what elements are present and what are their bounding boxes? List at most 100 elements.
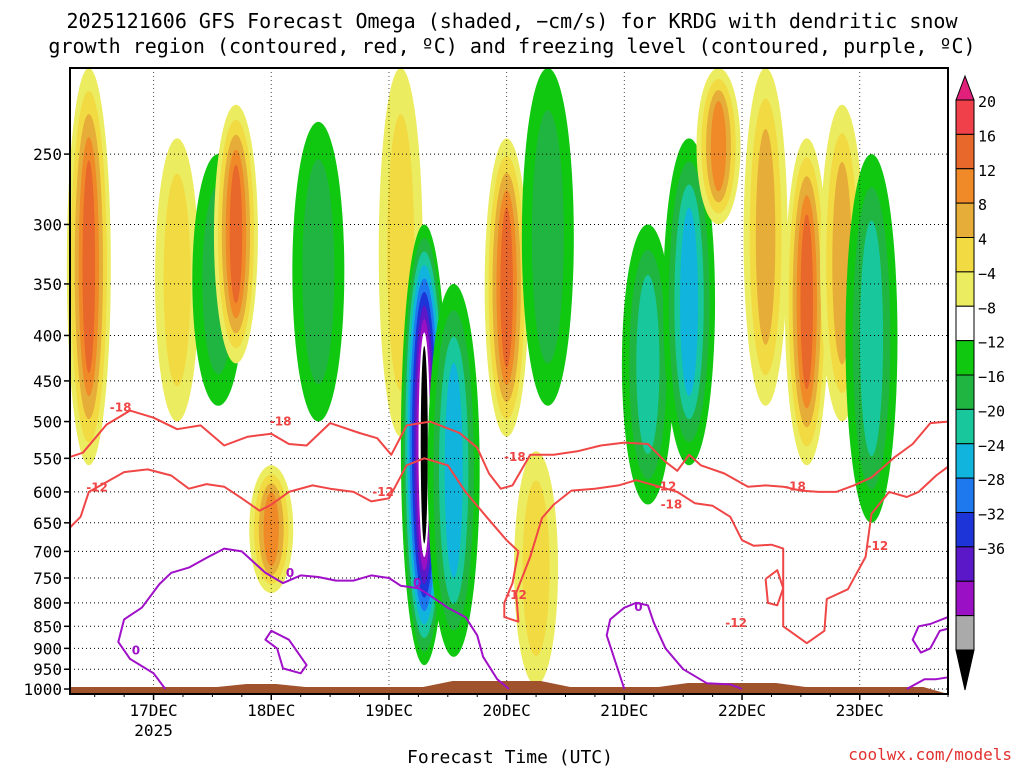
y-tick-label-950: 950 <box>33 660 62 679</box>
contour-zero_small_loop <box>264 629 308 675</box>
colorbar-label-7: −12 <box>978 334 1005 352</box>
contour-labels: -18 -18 -18 -18 -18 -12 -12 -12 -12 -12 -12 0 0 0 0 <box>86 400 889 657</box>
y-tick-label-550: 550 <box>33 449 62 468</box>
contour-label-minus12-1: -12 <box>372 485 394 499</box>
colorbar-swatch-5 <box>955 271 975 307</box>
colorbar-label-3: 8 <box>978 196 987 214</box>
contour-label-minus12-4: -12 <box>725 616 747 630</box>
colorbar-label-5: −4 <box>978 265 996 283</box>
y-tick-label-400: 400 <box>33 326 62 345</box>
contour-zero_far_right <box>911 616 949 654</box>
contour-label-minus12-3: -12 <box>655 480 677 494</box>
colorbar-label-6: −8 <box>978 299 996 317</box>
y-tick-label-750: 750 <box>33 569 62 588</box>
colorbar-swatch-10 <box>955 443 975 479</box>
omega-shade-4-3 <box>263 492 279 567</box>
colorbar-swatch-3 <box>955 202 975 238</box>
omega-shade-12-2 <box>636 275 660 454</box>
x-axis-title: Forecast Time (UTC) <box>407 747 613 768</box>
contour-label-zero_right-0: 0 <box>634 600 642 614</box>
omega-shade-14-3 <box>710 101 727 192</box>
colorbar-label-8: −16 <box>978 368 1005 386</box>
credit-text: coolwx.com/models <box>848 745 1012 764</box>
contour-label-minus18-1: -18 <box>270 415 292 429</box>
colorbar-swatch-1 <box>955 133 975 170</box>
omega-feature-0 <box>66 68 111 466</box>
colorbar: 20 16 12 8 4 −4 −8 −12 −16 −20 −24 −28 −32 −36 <box>955 74 1005 691</box>
x-tick-label-22DEC: 22DEC <box>718 701 766 720</box>
y-tick-label-800: 800 <box>33 594 62 613</box>
colorbar-label-2: 12 <box>978 162 996 180</box>
y-tick-label-450: 450 <box>33 372 62 391</box>
contour-label-minus12-0: -12 <box>86 480 108 494</box>
omega-feature-1 <box>155 138 200 422</box>
contour-label-minus18-3: -18 <box>661 498 683 512</box>
contour-label-zero_main-0: 0 <box>132 643 140 657</box>
contour-lines <box>69 409 949 690</box>
omega-shade-3-4 <box>229 164 243 304</box>
colorbar-swatch-9 <box>955 408 975 445</box>
omega-shade-15-2 <box>755 128 776 345</box>
omega-shading <box>66 67 898 686</box>
x-tick-label-23DEC: 23DEC <box>836 701 884 720</box>
omega-shade-1-1 <box>163 173 191 387</box>
omega-feature-13 <box>663 138 716 466</box>
contour-label-minus12-5: -12 <box>867 539 889 553</box>
colorbar-label-11: −28 <box>978 471 1005 489</box>
omega-feature-16 <box>784 138 829 466</box>
colorbar-label-4: 4 <box>978 231 987 249</box>
y-tick-label-1000: 1000 <box>23 680 62 699</box>
contour-minus12 <box>69 457 949 645</box>
contour-minus18 <box>69 409 949 493</box>
y-tick-label-650: 650 <box>33 514 62 533</box>
omega-feature-15 <box>743 68 788 406</box>
colorbar-swatch-6 <box>955 305 975 342</box>
omega-feature-9 <box>484 138 529 437</box>
x-tick-label-17DEC: 17DEC <box>129 701 177 720</box>
omega-shade-5-1 <box>302 159 335 385</box>
y-tick-label-600: 600 <box>33 483 62 502</box>
contour-label-zero_main-2: 0 <box>413 576 421 590</box>
omega-feature-5 <box>292 121 345 422</box>
contour-label-minus18-0: -18 <box>110 400 132 414</box>
y-tick-label-500: 500 <box>33 413 62 432</box>
y-tick-label-300: 300 <box>33 215 62 234</box>
colorbar-swatch-13 <box>955 546 975 582</box>
contour-label-minus18-4: -18 <box>784 480 806 494</box>
colorbar-swatch-14 <box>955 580 975 617</box>
y-tick-label-350: 350 <box>33 275 62 294</box>
x-tick-label-19DEC: 19DEC <box>365 701 413 720</box>
colorbar-swatch-7 <box>955 340 975 376</box>
colorbar-swatch-4 <box>955 237 975 273</box>
omega-feature-11 <box>521 68 574 406</box>
omega-shade-8-3 <box>444 362 463 578</box>
colorbar-label-10: −24 <box>978 437 1005 455</box>
contour-label-minus12-2: -12 <box>505 588 527 602</box>
omega-shade-13-3 <box>680 207 699 396</box>
omega-shade-0-4 <box>82 160 96 374</box>
omega-shade-16-4 <box>800 214 814 390</box>
colorbar-swatch-0 <box>955 99 975 135</box>
x-tick-label-21DEC: 21DEC <box>600 701 648 720</box>
colorbar-swatch-15 <box>955 615 975 651</box>
omega-feature-18 <box>845 154 898 523</box>
omega-feature-14 <box>696 67 741 225</box>
chart-title-line-2: growth region (contoured, red, ºC) and f… <box>48 34 975 58</box>
colorbar-swatch-8 <box>955 374 975 410</box>
y-tick-label-700: 700 <box>33 542 62 561</box>
colorbar-swatch-12 <box>955 512 975 548</box>
omega-feature-3 <box>213 104 258 364</box>
contour-label-zero_main-1: 0 <box>286 566 294 580</box>
colorbar-swatch-2 <box>955 168 975 204</box>
y-tick-label-250: 250 <box>33 145 62 164</box>
omega-shade-7-9 <box>420 346 428 544</box>
omega-shade-9-4 <box>500 207 513 368</box>
contour-zero_far_right_bottom <box>906 676 949 690</box>
contour-zero_right <box>605 601 743 690</box>
contour-zero_main <box>117 547 510 690</box>
omega-feature-10 <box>514 451 559 686</box>
x-tick-label-20DEC: 20DEC <box>483 701 531 720</box>
y-tick-label-900: 900 <box>33 639 62 658</box>
